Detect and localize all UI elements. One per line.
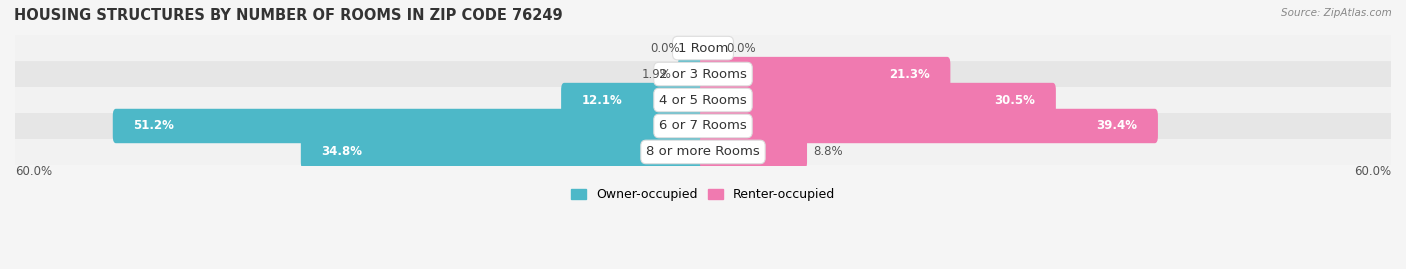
FancyBboxPatch shape	[700, 57, 950, 91]
FancyBboxPatch shape	[15, 35, 1391, 61]
Text: 21.3%: 21.3%	[889, 68, 929, 81]
FancyBboxPatch shape	[700, 83, 1056, 117]
FancyBboxPatch shape	[15, 87, 1391, 113]
FancyBboxPatch shape	[700, 135, 807, 169]
Text: 0.0%: 0.0%	[651, 42, 681, 55]
Text: 30.5%: 30.5%	[994, 94, 1036, 107]
FancyBboxPatch shape	[561, 83, 706, 117]
Text: 60.0%: 60.0%	[15, 165, 52, 178]
FancyBboxPatch shape	[15, 61, 1391, 87]
Text: HOUSING STRUCTURES BY NUMBER OF ROOMS IN ZIP CODE 76249: HOUSING STRUCTURES BY NUMBER OF ROOMS IN…	[14, 8, 562, 23]
Text: 2 or 3 Rooms: 2 or 3 Rooms	[659, 68, 747, 81]
Text: Source: ZipAtlas.com: Source: ZipAtlas.com	[1281, 8, 1392, 18]
Text: 0.0%: 0.0%	[725, 42, 755, 55]
Bar	[703, 38, 720, 58]
Text: 34.8%: 34.8%	[321, 146, 363, 158]
FancyBboxPatch shape	[678, 57, 706, 91]
Text: 1 Room: 1 Room	[678, 42, 728, 55]
Legend: Owner-occupied, Renter-occupied: Owner-occupied, Renter-occupied	[567, 183, 839, 206]
Text: 8.8%: 8.8%	[813, 146, 842, 158]
Text: 51.2%: 51.2%	[134, 119, 174, 133]
FancyBboxPatch shape	[15, 139, 1391, 165]
Text: 4 or 5 Rooms: 4 or 5 Rooms	[659, 94, 747, 107]
FancyBboxPatch shape	[112, 109, 706, 143]
Text: 1.9%: 1.9%	[643, 68, 672, 81]
Text: 39.4%: 39.4%	[1097, 119, 1137, 133]
Text: 60.0%: 60.0%	[1354, 165, 1391, 178]
FancyBboxPatch shape	[15, 113, 1391, 139]
Bar	[686, 38, 703, 58]
Text: 8 or more Rooms: 8 or more Rooms	[647, 146, 759, 158]
FancyBboxPatch shape	[301, 135, 706, 169]
FancyBboxPatch shape	[700, 109, 1159, 143]
Text: 12.1%: 12.1%	[582, 94, 623, 107]
Text: 6 or 7 Rooms: 6 or 7 Rooms	[659, 119, 747, 133]
